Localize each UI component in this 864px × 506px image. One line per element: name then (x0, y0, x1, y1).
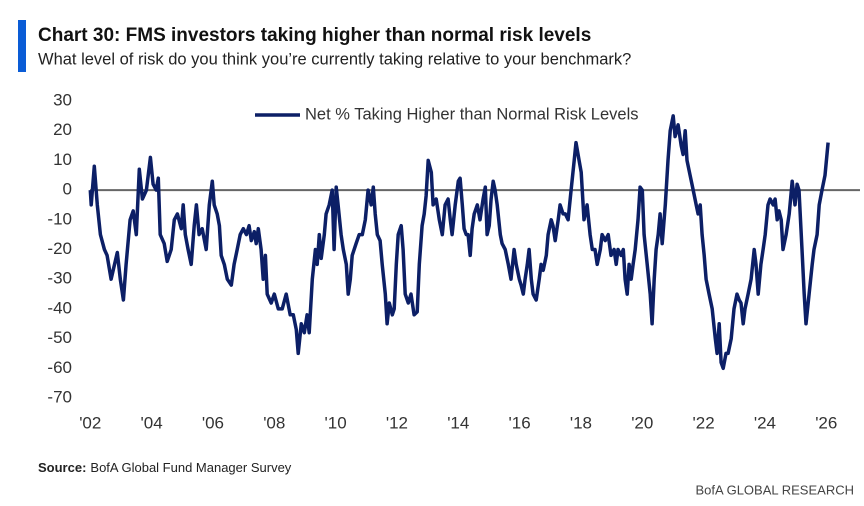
y-tick-label: -20 (47, 239, 72, 258)
y-tick-label: 10 (53, 150, 72, 169)
x-tick-label: '12 (386, 413, 408, 432)
x-tick-label: '24 (754, 413, 776, 432)
x-tick-label: '14 (447, 413, 469, 432)
y-tick-label: -40 (47, 298, 72, 317)
y-tick-label: -70 (47, 387, 72, 406)
x-tick-label: '10 (325, 413, 347, 432)
y-tick-label: -50 (47, 328, 72, 347)
source: Source: BofA Global Fund Manager Survey (38, 460, 292, 475)
x-tick-label: '06 (202, 413, 224, 432)
x-tick-label: '18 (570, 413, 592, 432)
y-tick-label: 20 (53, 120, 72, 139)
x-tick-label: '08 (263, 413, 285, 432)
x-tick-label: '04 (141, 413, 163, 432)
x-tick-label: '02 (79, 413, 101, 432)
data-line (88, 114, 830, 371)
source-label: Source: (38, 460, 86, 475)
chart-title: Chart 30: FMS investors taking higher th… (38, 25, 591, 46)
legend-label: Net % Taking Higher than Normal Risk Lev… (305, 105, 639, 123)
source-text: BofA Global Fund Manager Survey (90, 460, 291, 475)
y-tick-label: 30 (53, 90, 72, 109)
chart-subtitle: What level of risk do you think you’re c… (38, 50, 631, 68)
branding: BofA GLOBAL RESEARCH (696, 482, 854, 497)
x-tick-label: '22 (693, 413, 715, 432)
title-accent (18, 20, 26, 72)
x-tick-label: '20 (631, 413, 653, 432)
x-tick-label: '16 (509, 413, 531, 432)
y-tick-label: -60 (47, 358, 72, 377)
y-tick-label: -10 (47, 209, 72, 228)
x-tick-label: '26 (815, 413, 837, 432)
y-tick-label: 0 (63, 180, 72, 199)
y-tick-label: -30 (47, 269, 72, 288)
